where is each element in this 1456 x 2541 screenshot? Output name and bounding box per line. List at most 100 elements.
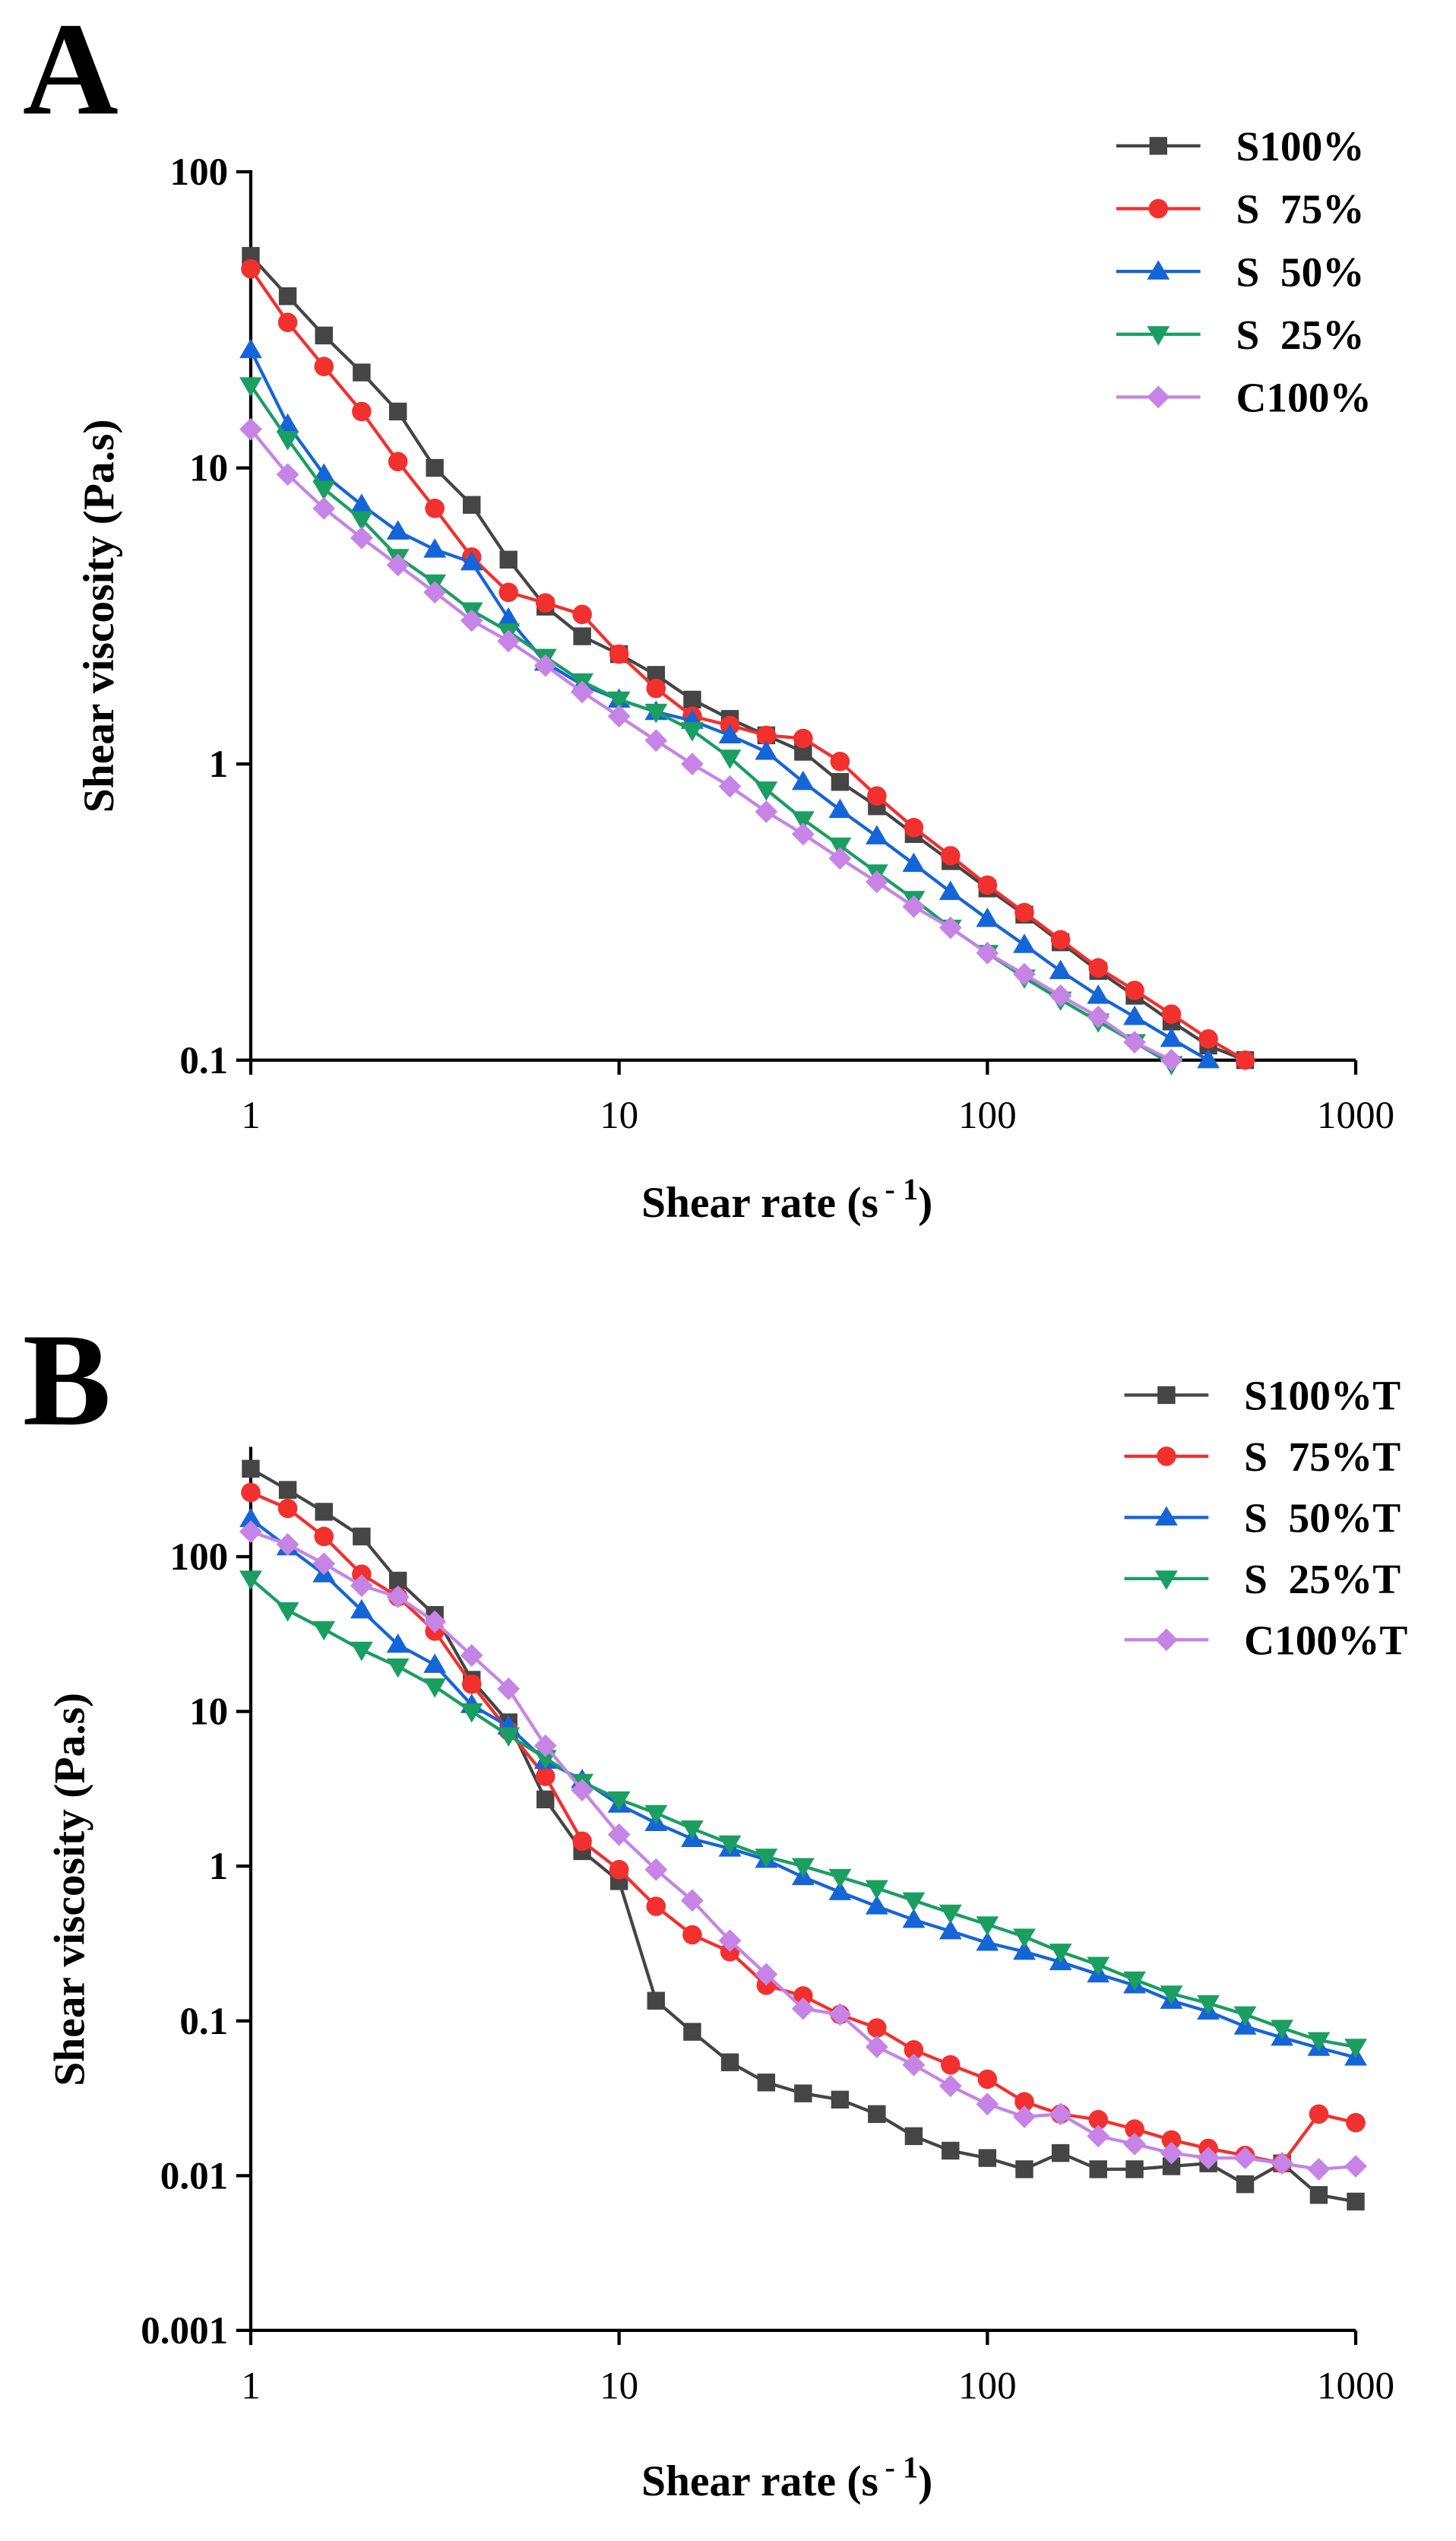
marker xyxy=(1049,959,1072,980)
y-tick-label: 0.1 xyxy=(179,2000,228,2043)
marker xyxy=(938,1919,962,1940)
legend-label: C100% xyxy=(1236,374,1371,420)
x-tick-label: 10 xyxy=(600,1094,638,1137)
marker xyxy=(681,722,704,742)
marker xyxy=(423,1653,447,1673)
marker xyxy=(902,1908,926,1928)
marker xyxy=(426,458,444,477)
marker xyxy=(828,1868,852,1889)
marker xyxy=(1087,984,1110,1004)
marker xyxy=(276,431,299,451)
marker xyxy=(644,1858,668,1881)
marker xyxy=(755,1849,778,1868)
marker xyxy=(977,875,998,895)
legend-marker xyxy=(1155,1570,1178,1590)
marker xyxy=(314,356,334,376)
legend-label: S 75%T xyxy=(1244,1434,1401,1480)
marker xyxy=(460,1703,483,1723)
marker xyxy=(793,1986,813,2006)
legend-marker xyxy=(1148,198,1169,219)
marker xyxy=(350,1598,373,1619)
marker xyxy=(1013,1940,1036,1960)
marker xyxy=(718,724,742,744)
marker xyxy=(938,880,962,901)
marker xyxy=(460,550,483,571)
marker xyxy=(1123,1971,1146,1991)
marker xyxy=(646,678,666,699)
marker xyxy=(1162,2157,1181,2175)
marker xyxy=(353,1527,371,1546)
marker xyxy=(386,553,410,577)
marker xyxy=(1049,2102,1072,2126)
marker xyxy=(239,377,262,397)
marker xyxy=(497,1677,521,1700)
marker xyxy=(828,798,852,819)
x-tick-label: 100 xyxy=(958,2364,1017,2407)
marker xyxy=(646,1896,666,1916)
marker xyxy=(239,1570,262,1590)
marker xyxy=(1015,2160,1033,2178)
marker xyxy=(938,1904,962,1925)
marker xyxy=(572,1831,592,1852)
marker xyxy=(573,627,591,645)
marker xyxy=(902,2053,926,2077)
marker xyxy=(497,1727,521,1747)
panel-label: A xyxy=(23,0,119,142)
marker xyxy=(1198,1028,1218,1049)
marker xyxy=(1087,2124,1110,2148)
legend-label: S 50% xyxy=(1236,249,1364,295)
marker xyxy=(460,609,483,632)
marker xyxy=(239,1507,262,1528)
marker xyxy=(682,1925,702,1945)
x-tick-label: 1 xyxy=(241,2364,261,2407)
y-tick-label: 10 xyxy=(189,1690,228,1734)
x-axis-label-part: - 1 xyxy=(885,1172,918,1206)
x-tick-label: 1000 xyxy=(1317,1094,1394,1137)
marker xyxy=(718,749,742,769)
y-tick-label: 1 xyxy=(209,1845,229,1888)
marker xyxy=(830,752,850,771)
x-axis-label-part: Shear rate (s xyxy=(641,1179,878,1227)
marker xyxy=(1125,2119,1144,2139)
marker xyxy=(314,1526,334,1547)
marker xyxy=(791,822,815,846)
marker xyxy=(718,1929,742,1953)
marker xyxy=(976,907,999,927)
marker xyxy=(241,1482,261,1503)
marker xyxy=(315,1503,333,1521)
marker xyxy=(1125,2160,1144,2178)
marker xyxy=(312,1621,336,1641)
marker xyxy=(1014,902,1034,923)
legend-label: S 75% xyxy=(1236,186,1364,233)
marker xyxy=(793,728,813,749)
marker xyxy=(1160,1027,1183,1047)
marker xyxy=(1197,1994,1220,2015)
marker xyxy=(1014,2092,1034,2112)
marker xyxy=(388,1571,407,1590)
marker xyxy=(644,1804,668,1825)
marker xyxy=(1088,2109,1109,2130)
marker xyxy=(902,1892,926,1912)
x-axis-label: Shear rate (s - 1) xyxy=(641,1172,932,1227)
marker xyxy=(1309,2104,1329,2124)
marker xyxy=(609,1859,629,1880)
marker xyxy=(425,499,445,518)
marker xyxy=(1233,2006,1257,2026)
x-axis-label-part: Shear rate (s xyxy=(641,2457,878,2505)
marker xyxy=(1161,2130,1182,2150)
marker xyxy=(720,2053,739,2071)
marker xyxy=(1307,2032,1331,2052)
marker xyxy=(607,705,631,728)
marker xyxy=(350,526,373,550)
marker xyxy=(1050,930,1071,950)
x-tick-label: 1 xyxy=(241,1094,261,1137)
marker xyxy=(791,1858,815,1878)
marker xyxy=(350,1574,373,1597)
marker xyxy=(976,1916,999,1936)
marker xyxy=(241,258,261,279)
marker xyxy=(312,1552,336,1576)
marker xyxy=(386,1633,410,1653)
legend-label: S100% xyxy=(1236,123,1364,170)
marker xyxy=(499,582,518,603)
